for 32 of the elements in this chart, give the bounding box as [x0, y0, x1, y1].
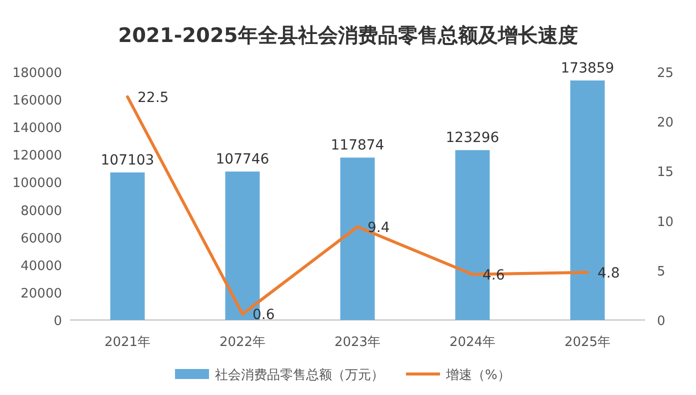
y-tick-label: 160000: [12, 94, 62, 109]
data-label: 4.6: [482, 267, 505, 284]
y-tick-label: 120000: [12, 148, 62, 164]
y-tick-label: 100000: [12, 176, 62, 192]
y2-tick-label: 25: [657, 66, 674, 81]
y-tick-label: 180000: [12, 66, 62, 81]
y-tick-label: 20000: [20, 286, 62, 302]
data-label: 117874: [330, 138, 384, 154]
y2-tick-label: 5: [657, 264, 666, 280]
x-tick-label: 2024年: [449, 335, 496, 350]
data-label: 22.5: [138, 90, 169, 106]
data-label: 173859: [560, 60, 614, 76]
y-tick-label: 140000: [12, 121, 62, 136]
y-tick-label: 40000: [20, 258, 62, 274]
y2-tick-label: 10: [657, 214, 674, 230]
x-tick-label: 2022年: [219, 335, 266, 350]
bar: [110, 172, 145, 320]
y-tick-label: 0: [54, 314, 62, 329]
y2-tick-label: 15: [657, 165, 674, 180]
data-label: 107103: [100, 152, 154, 168]
legend-label: 增速（%）: [445, 368, 510, 383]
x-tick-label: 2025年: [564, 335, 611, 350]
x-tick-label: 2021年: [104, 335, 151, 350]
data-label: 107746: [216, 152, 270, 168]
y2-tick-label: 20: [657, 116, 674, 131]
y2-tick-label: 0: [657, 314, 666, 329]
x-tick-label: 2023年: [334, 335, 381, 350]
legend-label: 社会消费品零售总额（万元）: [215, 368, 384, 383]
y-tick-label: 60000: [20, 231, 62, 246]
data-label: 123296: [446, 130, 500, 146]
chart-title: 2021-2025年全县社会消费品零售总额及增长速度: [118, 23, 578, 47]
y-tick-label: 80000: [20, 204, 62, 219]
